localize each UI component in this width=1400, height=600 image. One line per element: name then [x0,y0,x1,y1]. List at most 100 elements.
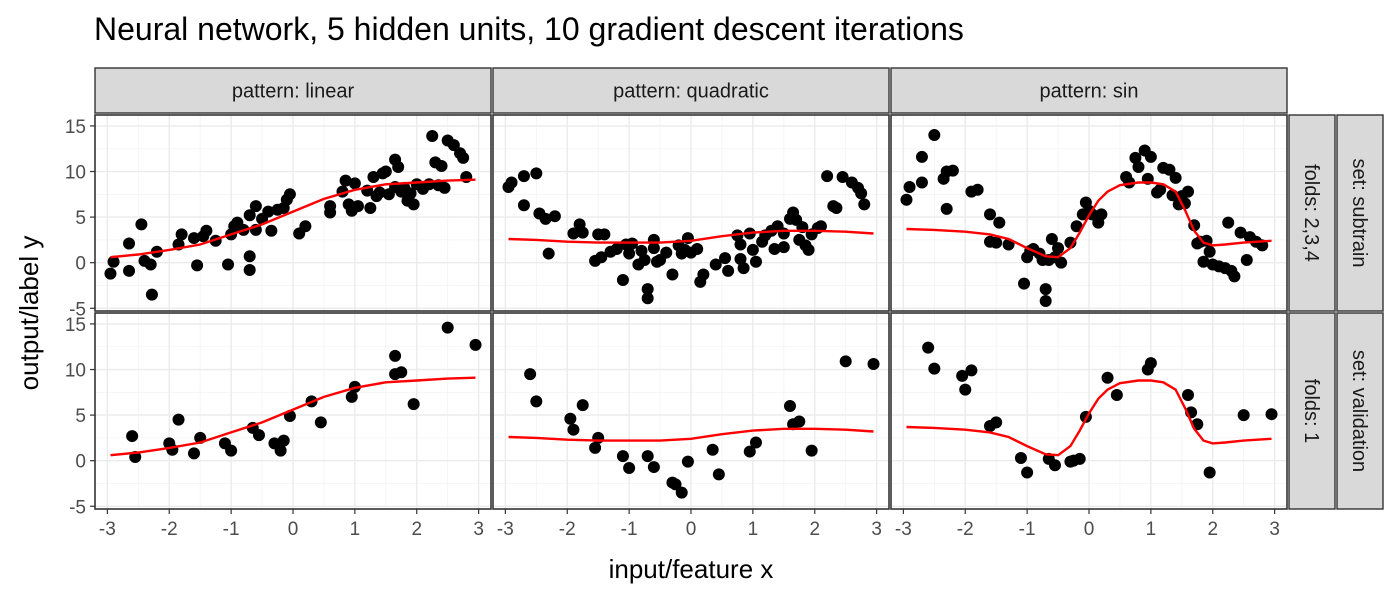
data-point [592,431,605,444]
data-point [517,199,530,212]
data-point [407,198,420,211]
data-point [915,176,928,189]
y-tick-label: -5 [69,299,86,320]
data-point [719,252,732,265]
data-point [222,258,235,271]
data-point [598,228,611,241]
panel-border [492,114,890,312]
data-point [274,444,287,457]
x-tick-label: -3 [99,519,116,540]
y-tick-label: 5 [75,406,86,427]
data-point [706,443,719,456]
data-point [722,264,735,277]
data-point [392,160,405,173]
data-point [623,461,636,474]
column-strip-label: pattern: sin [1040,81,1139,103]
x-tick-label: -3 [895,519,912,540]
data-point [107,255,120,268]
data-point [243,250,256,263]
data-point [1203,245,1216,258]
data-point [1021,466,1034,479]
data-point [990,416,1003,429]
data-point [1144,357,1157,370]
data-point [915,150,928,163]
data-point [299,220,312,233]
data-point [638,253,651,266]
data-point [855,187,868,200]
x-axis-title: input/feature x [609,554,774,584]
data-point [635,244,648,257]
data-point [839,355,852,368]
data-point [364,201,377,214]
data-point [123,264,136,277]
data-point [188,232,200,245]
data-point [505,176,518,189]
y-tick-label: -5 [69,497,86,518]
data-point [1129,151,1142,164]
x-tick-label: -1 [1019,519,1036,540]
data-point [1039,294,1052,307]
data-point [243,209,256,222]
data-point [858,198,871,211]
data-point [265,224,278,237]
data-point [641,283,654,296]
y-tick-label: 10 [65,163,86,184]
data-point [126,430,139,443]
column-strip [890,67,1288,114]
data-point [1144,150,1157,163]
data-point [441,321,454,334]
data-point [814,220,827,233]
data-point [438,181,451,194]
data-point [1234,226,1247,239]
data-point [243,263,256,276]
data-point [567,423,580,436]
data-point [900,193,913,206]
y-tick-label: 0 [75,452,86,473]
row-strip-inner-label: folds: 2,3,4 [1300,164,1322,262]
data-point [252,429,265,442]
data-point [1163,163,1176,176]
data-point [524,368,537,381]
data-point [1182,389,1194,402]
data-point [805,444,818,457]
data-point [641,450,654,463]
facet-panels [94,114,1288,510]
column-strip [492,67,890,114]
data-point [1073,452,1086,465]
points-group [922,341,1278,479]
data-point [821,170,834,183]
y-tick-label: 10 [65,361,86,382]
data-point [903,181,916,194]
data-point [1052,242,1065,255]
x-tick-label: 1 [1146,519,1157,540]
fit-line [508,427,874,442]
data-point [675,486,688,499]
data-point [709,258,722,271]
data-point [172,413,185,426]
x-tick-label: 0 [1084,519,1095,540]
x-tick-label: -1 [223,519,240,540]
row-strip-outer [1336,114,1384,312]
data-point [1055,256,1068,269]
data-point [836,170,849,183]
points-group [524,355,880,499]
row-strip-inner [1288,312,1336,510]
data-point [249,200,262,213]
data-point [928,129,941,142]
fit-line [906,379,1272,457]
data-point [1169,171,1182,184]
fit-line [110,376,476,457]
column-strip-label: pattern: linear [232,81,355,103]
data-point [595,251,608,264]
x-tick-label: 0 [686,519,697,540]
data-point [144,258,157,271]
facet-strips: pattern: linear pattern: quadratic pattern… [94,67,1384,510]
data-point [928,362,941,375]
y-tick-label: 5 [75,208,86,229]
data-point [691,243,704,256]
data-point [1018,277,1031,290]
data-point [1228,270,1241,283]
data-point [564,412,577,425]
x-tick-label: 0 [288,519,299,540]
